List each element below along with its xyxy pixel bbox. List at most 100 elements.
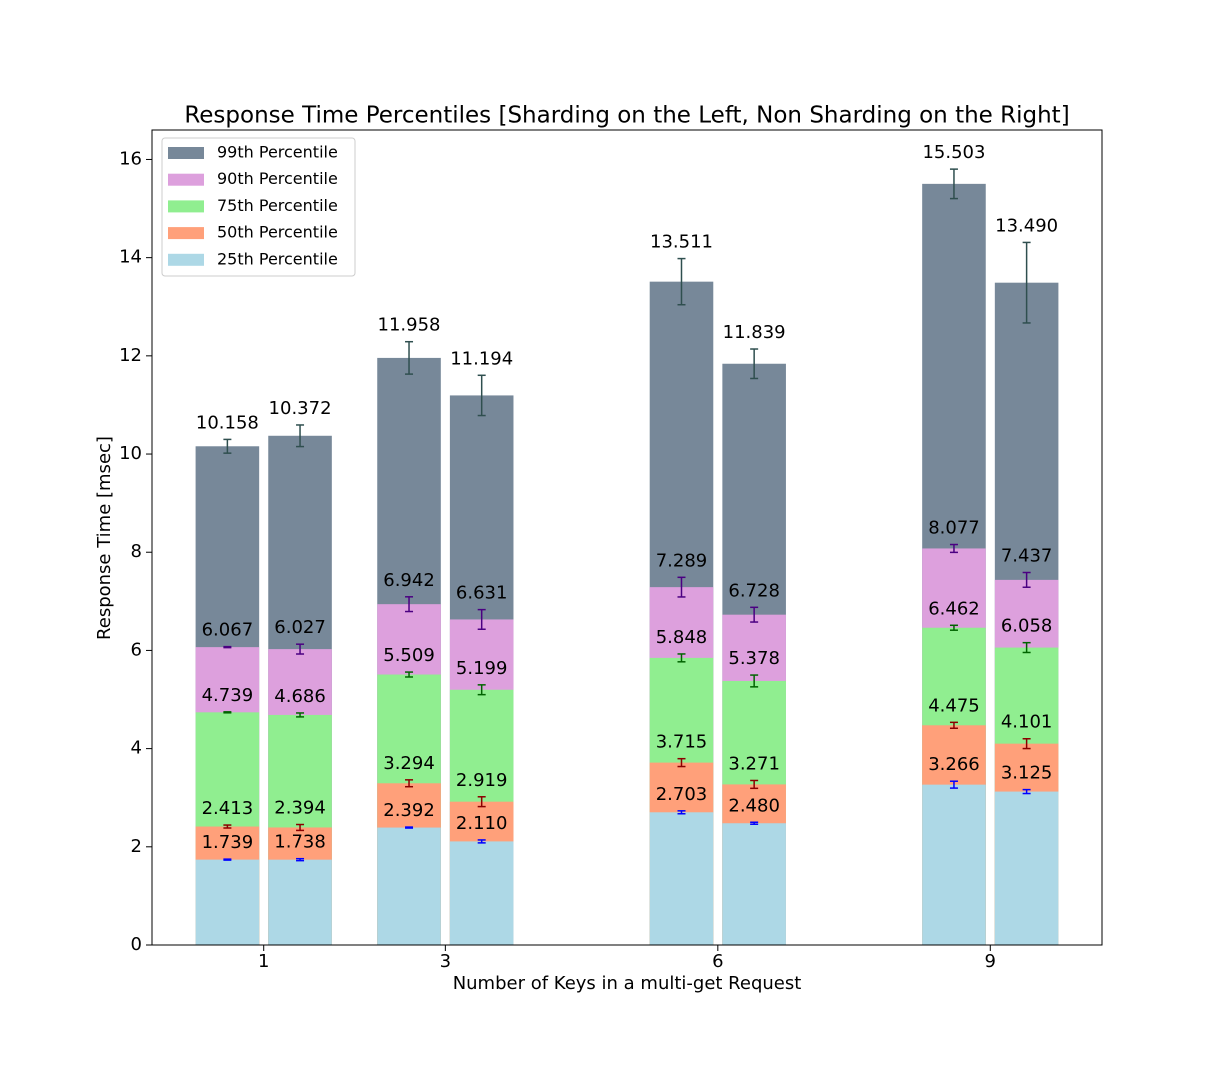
value-label: 6.942 — [383, 570, 435, 591]
x-tick-label: 1 — [258, 951, 269, 972]
error-bar — [296, 643, 305, 655]
y-tick-label: 8 — [131, 541, 142, 562]
chart-title: Response Time Percentiles [Sharding on t… — [184, 103, 1069, 129]
value-label: 1.738 — [274, 832, 326, 853]
error-bar — [1022, 241, 1031, 324]
error-bar — [677, 757, 686, 768]
x-tick-label: 9 — [985, 951, 996, 972]
error-bar — [477, 608, 486, 631]
value-label: 6.631 — [456, 583, 508, 604]
error-bar — [223, 645, 232, 649]
error-bar — [1022, 737, 1031, 750]
value-label: 4.739 — [202, 685, 254, 706]
bar — [994, 791, 1059, 945]
error-bar — [750, 779, 759, 790]
value-label: 3.715 — [656, 732, 708, 753]
value-label: 6.728 — [728, 580, 780, 601]
error-bar — [405, 340, 414, 375]
bar — [449, 841, 514, 945]
value-label: 10.372 — [269, 398, 332, 419]
error-bar — [1022, 571, 1031, 588]
value-label: 6.058 — [1001, 616, 1053, 637]
error-bar — [949, 543, 958, 554]
error-bar — [949, 624, 958, 631]
bar — [649, 812, 714, 945]
error-bar — [677, 576, 686, 598]
error-bar — [477, 796, 486, 808]
y-tick-label: 4 — [131, 738, 142, 759]
legend-label: 90th Percentile — [217, 169, 338, 188]
value-label: 2.392 — [383, 800, 435, 821]
error-bar — [677, 653, 686, 663]
error-bar — [477, 684, 486, 696]
value-label: 2.110 — [456, 813, 508, 834]
value-label: 3.125 — [1001, 763, 1053, 784]
bar — [922, 784, 986, 945]
error-bar — [1022, 641, 1031, 654]
value-label: 13.511 — [650, 232, 713, 253]
error-bar — [296, 857, 305, 862]
value-label: 10.158 — [196, 412, 259, 433]
error-bar — [223, 858, 232, 861]
value-label: 2.413 — [202, 798, 254, 819]
value-label: 11.958 — [378, 315, 441, 336]
error-bar — [405, 826, 414, 829]
y-tick-label: 12 — [119, 345, 142, 366]
legend-box — [161, 137, 356, 277]
value-label: 4.101 — [1001, 712, 1053, 733]
value-label: 2.919 — [456, 770, 508, 791]
error-bar — [223, 711, 232, 714]
value-label: 5.378 — [728, 648, 780, 669]
bar — [377, 827, 441, 945]
y-tick-label: 0 — [131, 934, 142, 955]
y-tick-label: 2 — [131, 836, 142, 857]
error-bar — [750, 348, 759, 380]
x-tick-label: 3 — [440, 951, 451, 972]
error-bar — [405, 779, 414, 788]
value-label: 7.437 — [1001, 546, 1053, 567]
value-label: 11.839 — [723, 322, 786, 343]
error-bar — [296, 712, 305, 718]
value-label: 4.686 — [274, 686, 326, 707]
legend-label: 25th Percentile — [217, 249, 338, 268]
error-bar — [477, 374, 486, 417]
value-label: 1.739 — [202, 832, 254, 853]
error-bar — [677, 810, 686, 815]
value-label: 3.271 — [728, 753, 780, 774]
value-label: 3.294 — [383, 753, 435, 774]
plot-frame — [151, 129, 1103, 946]
error-bar — [223, 824, 232, 829]
value-label: 3.266 — [928, 754, 980, 775]
bar — [195, 859, 260, 945]
value-label: 6.067 — [202, 620, 254, 641]
y-tick-label: 10 — [119, 443, 142, 464]
value-label: 15.503 — [922, 142, 985, 163]
legend-swatch — [168, 147, 204, 159]
y-tick-label: 16 — [119, 148, 142, 169]
error-bar — [750, 606, 759, 623]
value-label: 2.394 — [274, 798, 326, 819]
value-label: 5.199 — [456, 658, 508, 679]
error-bar — [949, 780, 958, 789]
bar — [722, 823, 786, 945]
value-label: 2.480 — [728, 795, 780, 816]
value-label: 6.462 — [928, 598, 980, 619]
value-label: 5.509 — [383, 645, 435, 666]
value-label: 13.490 — [995, 215, 1058, 236]
error-bar — [677, 257, 686, 306]
error-bar — [296, 424, 305, 448]
value-label: 6.027 — [274, 617, 326, 638]
value-label: 8.077 — [928, 518, 980, 539]
legend-swatch — [168, 253, 204, 266]
legend-swatch — [168, 200, 204, 213]
legend-label: 50th Percentile — [217, 223, 338, 242]
error-bar — [949, 721, 958, 729]
y-tick-label: 14 — [119, 247, 142, 268]
legend-label: 99th Percentile — [217, 143, 338, 162]
value-label: 2.703 — [656, 784, 708, 805]
legend-swatch — [168, 227, 204, 240]
error-bar — [1022, 788, 1031, 795]
error-bar — [750, 674, 759, 688]
error-bar — [949, 168, 958, 200]
